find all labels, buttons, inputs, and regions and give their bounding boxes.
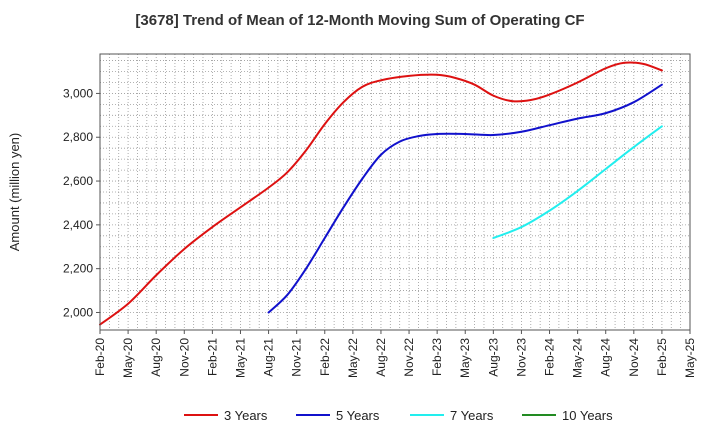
x-tick-label: May-20	[121, 338, 135, 378]
legend-label: 10 Years	[562, 408, 613, 423]
x-tick-label: May-22	[346, 338, 360, 378]
x-tick-label: Feb-22	[318, 338, 332, 376]
y-tick-label: 2,400	[63, 218, 93, 232]
y-axis-label: Amount (million yen)	[7, 133, 22, 252]
y-tick-label: 2,800	[63, 130, 93, 144]
series-lines	[99, 61, 663, 326]
x-tick-label: Aug-20	[149, 338, 163, 377]
x-tick-label: Aug-23	[486, 338, 500, 377]
x-tick-label: Feb-21	[205, 338, 219, 376]
x-axis-ticks: Feb-20 May-20 Aug-20 Nov-20 Feb-21 May-21 Aug-…	[93, 330, 697, 378]
x-tick-label: Feb-25	[655, 338, 669, 376]
x-tick-label: Aug-22	[374, 338, 388, 377]
x-tick-label: May-21	[233, 338, 247, 378]
x-tick-label: Nov-23	[514, 338, 528, 377]
y-axis-ticks: 2,000 2,200 2,400 2,600 2,800 3,000	[63, 86, 100, 319]
x-tick-label: Nov-20	[177, 338, 191, 377]
legend-label: 7 Years	[450, 408, 494, 423]
legend-label: 5 Years	[336, 408, 380, 423]
y-tick-label: 2,000	[63, 305, 93, 319]
x-tick-label: Nov-22	[402, 338, 416, 377]
legend: 3 Years 5 Years 7 Years 10 Years	[184, 408, 613, 423]
x-tick-label: Nov-24	[627, 338, 641, 377]
x-tick-label: Feb-24	[543, 338, 557, 376]
x-tick-label: Feb-23	[430, 338, 444, 376]
chart-title: [3678] Trend of Mean of 12-Month Moving …	[135, 12, 585, 29]
x-tick-label: Aug-21	[262, 338, 276, 377]
x-tick-label: May-25	[683, 338, 697, 378]
series-line-3-years	[99, 61, 663, 326]
plot-frame	[99, 53, 691, 331]
series-line-5-years	[267, 83, 663, 314]
x-tick-label: Nov-21	[290, 338, 304, 377]
y-tick-label: 3,000	[63, 86, 93, 100]
y-tick-label: 2,200	[63, 262, 93, 276]
x-tick-label: May-23	[458, 338, 472, 378]
legend-label: 3 Years	[224, 408, 268, 423]
y-tick-label: 2,600	[63, 174, 93, 188]
series-line-7-years	[492, 125, 663, 239]
x-tick-label: Feb-20	[93, 338, 107, 376]
gridlines	[100, 54, 690, 330]
x-tick-label: Aug-24	[599, 338, 613, 377]
x-tick-label: May-24	[571, 338, 585, 378]
